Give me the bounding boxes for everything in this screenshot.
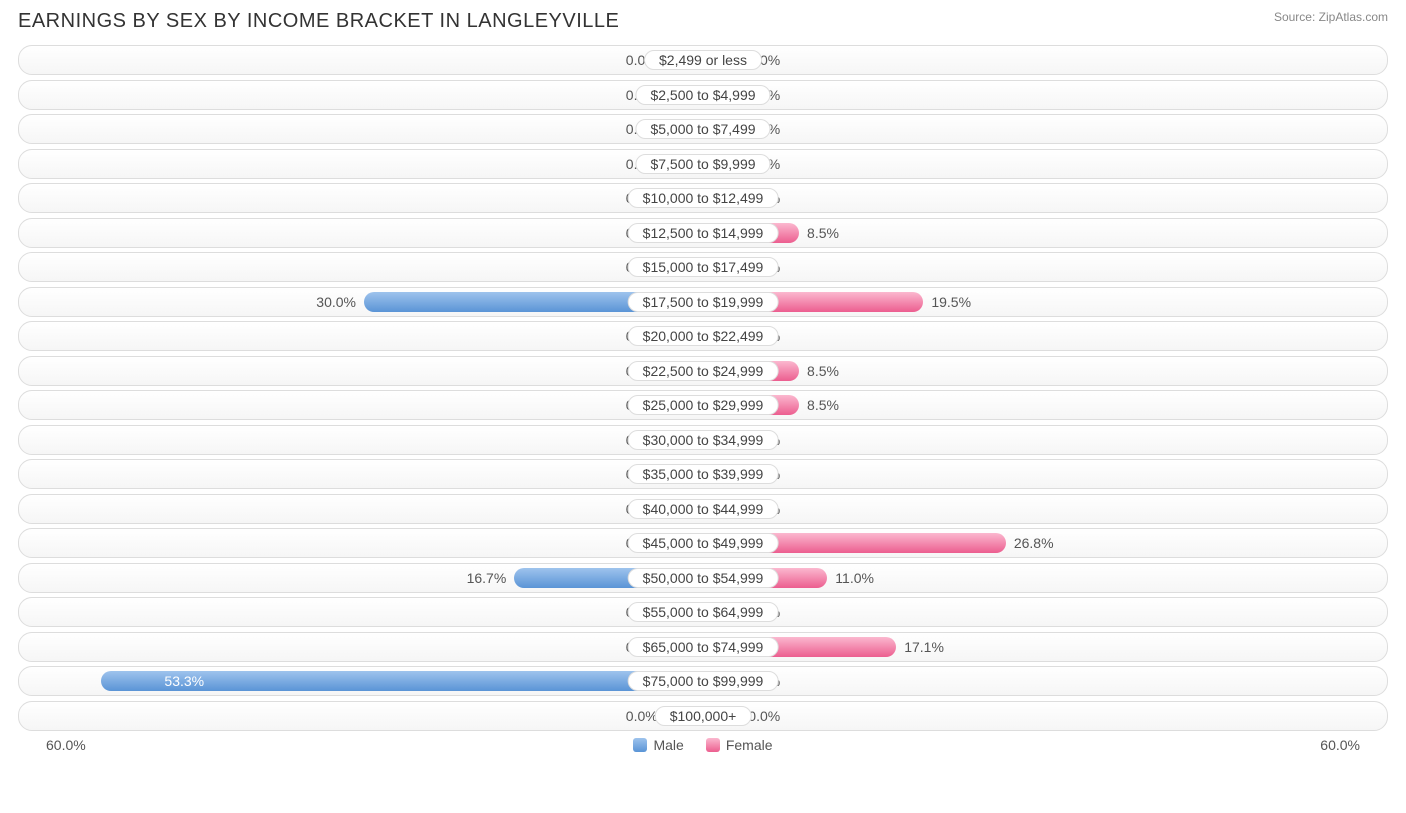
diverging-bar-chart: 0.0%0.0%$2,499 or less 0.0%0.0%$2,500 to … [18,45,1388,731]
male-value: 53.3% [156,671,212,691]
category-label: $17,500 to $19,999 [628,292,779,312]
category-label: $35,000 to $39,999 [628,464,779,484]
bar-row: 0.0%0.0%$100,000+ [18,701,1388,731]
chart-title: EARNINGS BY SEX BY INCOME BRACKET IN LAN… [18,10,619,33]
bar-row: 0.0%0.0%$55,000 to $64,999 [18,597,1388,627]
bar-row: 0.0%0.0%$2,500 to $4,999 [18,80,1388,110]
category-label: $7,500 to $9,999 [635,154,770,174]
category-label: $55,000 to $64,999 [628,602,779,622]
category-label: $65,000 to $74,999 [628,637,779,657]
bar-row: 0.0%8.5%$25,000 to $29,999 [18,390,1388,420]
bar-row: 16.7% 11.0% $50,000 to $54,999 [18,563,1388,593]
category-label: $2,499 or less [644,50,762,70]
category-label: $40,000 to $44,999 [628,499,779,519]
category-label: $2,500 to $4,999 [635,85,770,105]
category-label: $12,500 to $14,999 [628,223,779,243]
bar-row: 0.0%0.0%$30,000 to $34,999 [18,425,1388,455]
axis-max-right: 60.0% [1320,737,1360,753]
bar-row: 30.0% 19.5% $17,500 to $19,999 [18,287,1388,317]
category-label: $45,000 to $49,999 [628,533,779,553]
category-label: $100,000+ [655,706,752,726]
female-value: 8.5% [799,395,839,415]
category-label: $30,000 to $34,999 [628,430,779,450]
axis-max-left: 60.0% [46,737,86,753]
bar-row: 0.0%8.5%$12,500 to $14,999 [18,218,1388,248]
bar-row: 53.3%0.0%$75,000 to $99,999 [18,666,1388,696]
legend-female: Female [706,737,773,753]
category-label: $50,000 to $54,999 [628,568,779,588]
legend: Male Female [86,737,1321,753]
female-value: 17.1% [896,637,944,657]
bar-row: 0.0%0.0%$35,000 to $39,999 [18,459,1388,489]
legend-female-label: Female [726,737,773,753]
legend-female-swatch [706,738,720,752]
female-value: 19.5% [923,292,971,312]
bar-row: 0.0%0.0%$7,500 to $9,999 [18,149,1388,179]
chart-source: Source: ZipAtlas.com [1274,10,1388,24]
category-label: $5,000 to $7,499 [635,119,770,139]
category-label: $20,000 to $22,499 [628,326,779,346]
female-value: 11.0% [827,568,874,588]
legend-male-label: Male [653,737,683,753]
category-label: $75,000 to $99,999 [628,671,779,691]
bar-row: 0.0%26.8%$45,000 to $49,999 [18,528,1388,558]
male-value: 16.7% [467,568,515,588]
category-label: $15,000 to $17,499 [628,257,779,277]
female-value: 8.5% [799,361,839,381]
bar-row: 0.0%0.0%$15,000 to $17,499 [18,252,1388,282]
category-label: $25,000 to $29,999 [628,395,779,415]
category-label: $22,500 to $24,999 [628,361,779,381]
bar-row: 0.0%0.0%$10,000 to $12,499 [18,183,1388,213]
bar-row: 0.0%0.0%$5,000 to $7,499 [18,114,1388,144]
legend-male: Male [633,737,683,753]
legend-male-swatch [633,738,647,752]
female-value: 26.8% [1006,533,1054,553]
bar-row: 0.0%8.5%$22,500 to $24,999 [18,356,1388,386]
category-label: $10,000 to $12,499 [628,188,779,208]
female-value: 8.5% [799,223,839,243]
bar-row: 0.0%0.0%$2,499 or less [18,45,1388,75]
male-value: 30.0% [316,292,364,312]
bar-row: 0.0%0.0%$40,000 to $44,999 [18,494,1388,524]
bar-row: 0.0%17.1%$65,000 to $74,999 [18,632,1388,662]
bar-row: 0.0%0.0%$20,000 to $22,499 [18,321,1388,351]
